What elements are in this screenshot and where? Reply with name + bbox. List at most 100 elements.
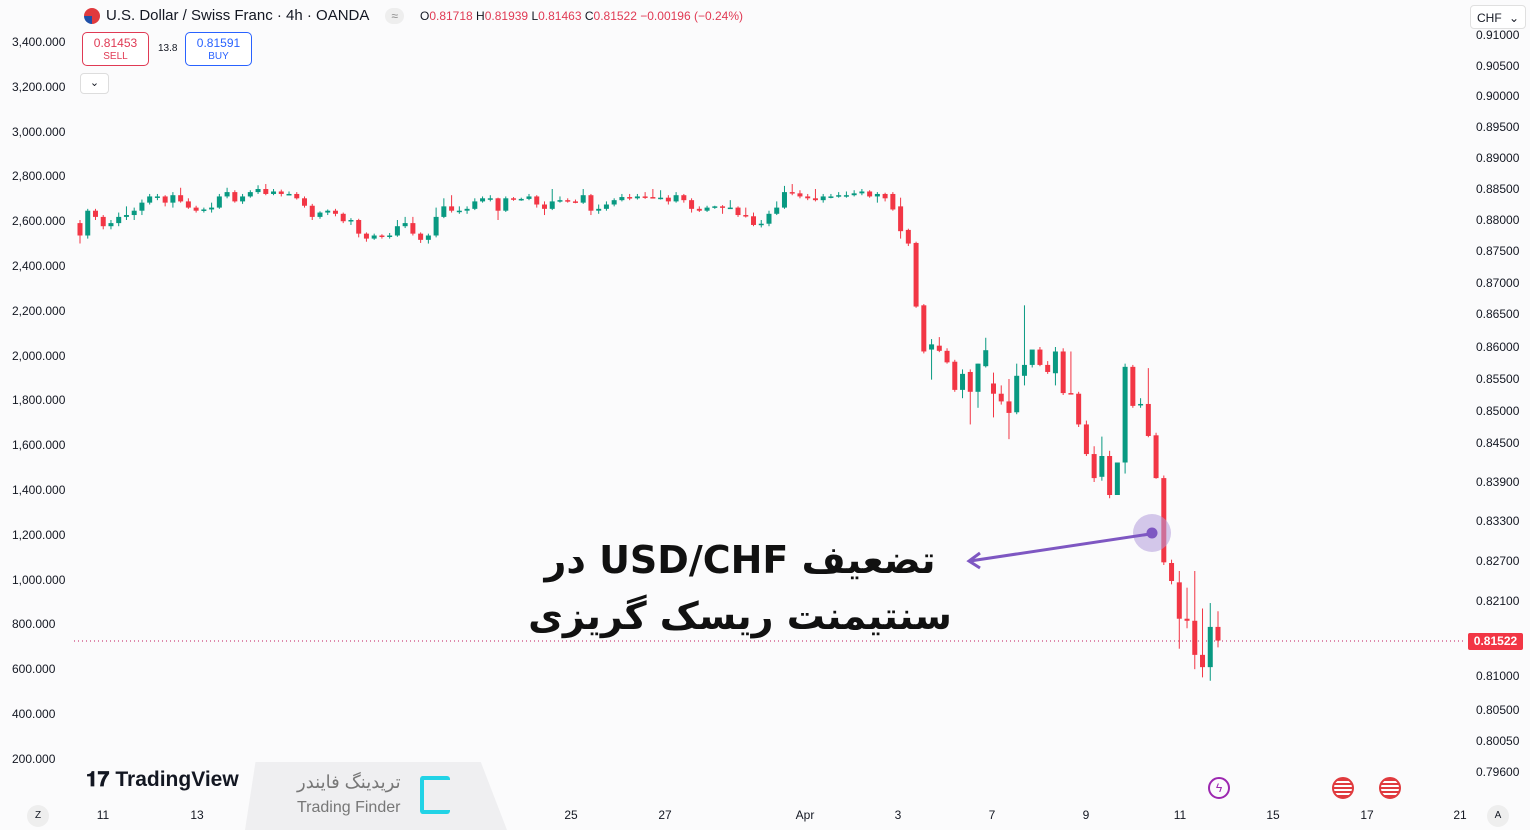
candle [603, 201, 609, 211]
right-axis-label: 0.84500 [1476, 436, 1520, 450]
right-axis-label: 0.88500 [1476, 182, 1520, 196]
candle [363, 232, 369, 242]
candle [1076, 391, 1082, 427]
candle [449, 195, 455, 213]
candle-body [1091, 454, 1097, 479]
right-axis-label: 0.86500 [1476, 307, 1520, 321]
buy-button[interactable]: 0.81591 BUY [185, 32, 252, 66]
candle [1068, 351, 1074, 395]
candle [952, 359, 958, 392]
candle [851, 190, 857, 197]
indicator-badge[interactable]: ≈ [385, 7, 404, 24]
candle-body [952, 361, 958, 390]
candle-body [232, 192, 238, 202]
candle [379, 234, 385, 239]
candle-body [673, 195, 679, 202]
candle-body [387, 235, 393, 237]
time-axis-label: 25 [564, 808, 578, 822]
trading-finder-logo-icon [420, 776, 450, 814]
candle-body [85, 210, 91, 236]
zoom-button[interactable]: Z [27, 805, 49, 827]
candle-body [967, 371, 973, 392]
time-axis-label: 15 [1266, 808, 1280, 822]
right-axis-label: 0.85000 [1476, 404, 1520, 418]
us-flag-event-icon[interactable] [1379, 777, 1401, 799]
candle-body [867, 191, 873, 197]
right-axis-label: 0.87000 [1476, 276, 1520, 290]
candle-body [131, 210, 137, 216]
candle-body [1192, 620, 1198, 655]
candle-body [611, 200, 617, 205]
candle-body [1114, 462, 1120, 495]
candle-body [1037, 349, 1043, 365]
candle [387, 233, 393, 239]
candle [843, 191, 849, 198]
currency-select[interactable]: CHF ⌄ [1470, 5, 1526, 29]
candle [1037, 347, 1043, 367]
watermark-en: Trading Finder [297, 799, 401, 816]
candle-body [1029, 349, 1035, 365]
candle-body [1006, 401, 1012, 413]
candle-body [216, 196, 222, 208]
sell-button[interactable]: 0.81453 SELL [82, 32, 149, 66]
candle-body [828, 196, 834, 198]
chart-annotation: تضعیف USD/CHF در سنتیمنت ریسک گریزی [520, 532, 960, 644]
right-axis-label: 0.89000 [1476, 151, 1520, 165]
candle [975, 363, 981, 408]
candle-body [464, 208, 470, 211]
candle-body [627, 197, 633, 199]
candle-body [975, 363, 981, 392]
candle-body [712, 206, 718, 208]
candle [232, 190, 238, 203]
candle-body [596, 208, 602, 211]
candle [611, 198, 617, 207]
symbol-title[interactable]: U.S. Dollar / Swiss Franc · 4h · OANDA [106, 7, 370, 24]
candle-body [394, 226, 400, 236]
candle [1029, 349, 1035, 368]
left-axis-label: 3,200.000 [12, 79, 66, 94]
left-axis-label: 600.000 [12, 662, 56, 677]
left-axis-label: 2,800.000 [12, 169, 66, 184]
auto-scale-button[interactable]: A [1487, 805, 1509, 827]
annotation-line-2: سنتیمنت ریسک گریزی [528, 594, 952, 638]
candle-body [913, 242, 919, 307]
candles [77, 184, 1221, 681]
candle-body [309, 205, 315, 217]
candle-body [518, 198, 524, 201]
candle [751, 212, 757, 227]
time-axis-label: 9 [1082, 808, 1090, 822]
candle [201, 207, 207, 213]
candle-body [588, 195, 594, 211]
candle [828, 193, 834, 199]
candle [774, 201, 780, 216]
candle-body [1099, 456, 1105, 477]
candle-body [758, 223, 764, 226]
candle-body [1145, 403, 1151, 436]
candle-body [929, 344, 935, 350]
candle [410, 216, 416, 236]
candle-body [317, 212, 323, 217]
candle-body [603, 204, 609, 209]
candle-body [1068, 393, 1074, 395]
candle [580, 189, 586, 204]
candle-body [325, 210, 331, 213]
lightning-event-icon[interactable]: ϟ [1208, 777, 1230, 799]
tradingview-logo[interactable]: 𝟏𝟕 TradingView [86, 768, 239, 792]
candle [1114, 462, 1120, 495]
right-axis-label: 0.87500 [1476, 244, 1520, 258]
candle-body [108, 223, 114, 227]
collapse-legend-button[interactable]: ⌄ [80, 73, 109, 94]
candle [929, 339, 935, 380]
candle [1021, 305, 1027, 386]
us-flag-event-icon[interactable] [1332, 777, 1354, 799]
candle [77, 220, 83, 244]
candle-body [348, 220, 354, 222]
candle-body [240, 196, 246, 202]
watermark-fa: تریدینگ فایندر [297, 772, 401, 792]
candle [704, 205, 710, 212]
candle-body [92, 210, 98, 217]
candle-body [162, 196, 168, 203]
right-axis-label: 0.90000 [1476, 89, 1520, 103]
left-axis-label: 200.000 [12, 751, 56, 766]
